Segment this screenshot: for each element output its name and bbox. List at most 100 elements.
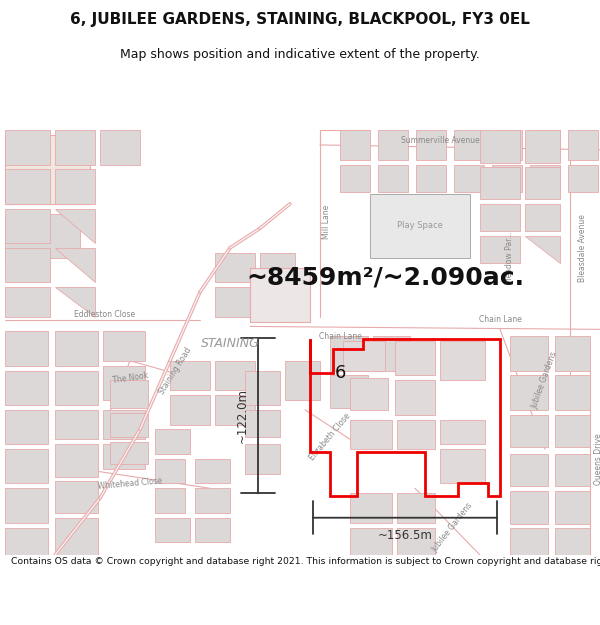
Polygon shape	[395, 381, 435, 415]
Polygon shape	[55, 444, 98, 476]
Polygon shape	[555, 415, 590, 447]
Polygon shape	[55, 169, 95, 204]
Polygon shape	[5, 209, 50, 243]
Polygon shape	[245, 371, 280, 405]
Polygon shape	[215, 361, 255, 390]
Polygon shape	[245, 444, 280, 474]
Polygon shape	[510, 376, 548, 410]
Polygon shape	[250, 268, 310, 321]
Text: Summerville Avenue: Summerville Avenue	[401, 136, 479, 144]
Polygon shape	[454, 164, 484, 192]
Text: Contains OS data © Crown copyright and database right 2021. This information is : Contains OS data © Crown copyright and d…	[11, 557, 600, 566]
Polygon shape	[530, 164, 560, 192]
Polygon shape	[55, 209, 95, 243]
Polygon shape	[5, 528, 48, 555]
Polygon shape	[340, 130, 370, 159]
Polygon shape	[260, 253, 295, 282]
Text: Eddleston Close: Eddleston Close	[74, 310, 136, 319]
Polygon shape	[5, 371, 48, 405]
Polygon shape	[350, 419, 392, 449]
Polygon shape	[555, 528, 590, 555]
Polygon shape	[5, 135, 90, 204]
Polygon shape	[110, 381, 148, 408]
Text: ~8459m²/~2.090ac.: ~8459m²/~2.090ac.	[246, 266, 524, 289]
Polygon shape	[350, 378, 388, 410]
Polygon shape	[568, 130, 598, 159]
Polygon shape	[510, 415, 548, 447]
Polygon shape	[155, 518, 190, 542]
Polygon shape	[55, 518, 98, 555]
Polygon shape	[55, 130, 95, 164]
Text: The Nook: The Nook	[112, 371, 148, 386]
Text: 6, JUBILEE GARDENS, STAINING, BLACKPOOL, FY3 0EL: 6, JUBILEE GARDENS, STAINING, BLACKPOOL,…	[70, 11, 530, 26]
Polygon shape	[100, 130, 140, 164]
Polygon shape	[530, 130, 560, 159]
Polygon shape	[525, 168, 560, 199]
Polygon shape	[285, 361, 320, 400]
Polygon shape	[555, 454, 590, 486]
Text: Chain Lane: Chain Lane	[479, 315, 521, 324]
Text: Map shows position and indicative extent of the property.: Map shows position and indicative extent…	[120, 48, 480, 61]
Polygon shape	[103, 410, 145, 439]
Polygon shape	[155, 488, 185, 513]
Polygon shape	[480, 204, 520, 231]
Polygon shape	[330, 376, 368, 408]
Polygon shape	[5, 331, 48, 366]
Polygon shape	[525, 236, 560, 262]
Text: ~122.0m: ~122.0m	[235, 388, 248, 443]
Polygon shape	[397, 419, 435, 449]
Text: Bleasdale Avenue: Bleasdale Avenue	[578, 214, 587, 282]
Polygon shape	[440, 419, 485, 444]
Text: Play Space: Play Space	[397, 221, 443, 230]
Text: Staining Road: Staining Road	[157, 346, 193, 396]
Polygon shape	[525, 204, 560, 231]
Polygon shape	[215, 287, 255, 317]
Polygon shape	[510, 336, 548, 371]
Polygon shape	[170, 395, 210, 424]
Polygon shape	[5, 449, 48, 483]
Text: Jubilee Gardens: Jubilee Gardens	[530, 351, 559, 410]
Text: Chain Lane: Chain Lane	[319, 332, 361, 341]
Text: Elizabeth Close: Elizabeth Close	[308, 412, 352, 462]
Polygon shape	[5, 130, 50, 164]
Polygon shape	[370, 194, 470, 258]
Polygon shape	[170, 361, 210, 390]
Text: 6: 6	[334, 364, 346, 381]
Polygon shape	[5, 410, 48, 444]
Polygon shape	[195, 518, 230, 542]
Polygon shape	[378, 130, 408, 159]
Polygon shape	[510, 491, 548, 524]
Polygon shape	[103, 366, 145, 400]
Polygon shape	[195, 488, 230, 513]
Polygon shape	[55, 287, 95, 317]
Text: Whitehead Close: Whitehead Close	[97, 476, 163, 491]
Polygon shape	[55, 410, 98, 439]
Polygon shape	[350, 493, 392, 522]
Polygon shape	[5, 214, 80, 258]
Polygon shape	[525, 130, 560, 162]
Polygon shape	[480, 168, 520, 199]
Polygon shape	[55, 331, 98, 366]
Polygon shape	[155, 459, 185, 483]
Polygon shape	[555, 376, 590, 410]
Polygon shape	[245, 410, 280, 437]
Polygon shape	[568, 164, 598, 192]
Polygon shape	[55, 248, 95, 282]
Polygon shape	[454, 130, 484, 159]
Polygon shape	[215, 395, 255, 424]
Polygon shape	[260, 287, 295, 317]
Polygon shape	[110, 442, 148, 464]
Text: STAINING: STAINING	[200, 337, 259, 349]
Text: Queens Drive: Queens Drive	[594, 433, 600, 485]
Polygon shape	[55, 481, 98, 513]
Polygon shape	[440, 341, 485, 381]
Polygon shape	[110, 412, 148, 437]
Polygon shape	[480, 130, 520, 162]
Polygon shape	[155, 429, 190, 454]
Polygon shape	[103, 331, 145, 361]
Polygon shape	[492, 164, 522, 192]
Polygon shape	[397, 528, 435, 555]
Polygon shape	[343, 341, 385, 371]
Text: Meadow Par...: Meadow Par...	[505, 231, 515, 284]
Polygon shape	[195, 459, 230, 483]
